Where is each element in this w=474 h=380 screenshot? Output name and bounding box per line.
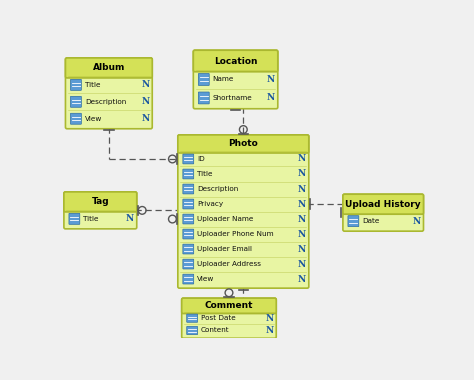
Text: Uploader Phone Num: Uploader Phone Num [197,231,274,237]
Text: N: N [265,314,273,323]
Text: N: N [298,185,306,193]
Text: Name: Name [213,76,234,82]
Text: N: N [141,114,149,123]
Text: View: View [85,116,102,122]
Text: View: View [197,276,214,282]
FancyBboxPatch shape [343,194,423,231]
FancyBboxPatch shape [183,259,194,269]
Text: N: N [298,245,306,253]
Text: Title: Title [85,82,100,88]
Text: Album: Album [92,63,125,73]
FancyBboxPatch shape [183,154,194,164]
FancyBboxPatch shape [69,214,80,224]
FancyBboxPatch shape [198,74,209,86]
Text: ID: ID [197,156,205,162]
Text: Photo: Photo [228,139,258,149]
FancyBboxPatch shape [183,169,194,179]
FancyBboxPatch shape [183,214,194,224]
FancyBboxPatch shape [187,326,198,334]
FancyBboxPatch shape [64,192,137,212]
Text: Tag: Tag [91,198,109,206]
FancyBboxPatch shape [343,194,423,214]
Text: Post Date: Post Date [201,315,236,321]
FancyBboxPatch shape [193,50,278,72]
Text: N: N [298,155,306,163]
Text: Content: Content [201,328,230,334]
FancyBboxPatch shape [71,79,82,90]
FancyBboxPatch shape [71,113,82,124]
Text: N: N [141,97,149,106]
Text: N: N [265,326,273,335]
FancyBboxPatch shape [65,58,152,78]
FancyBboxPatch shape [178,135,309,153]
Text: Date: Date [362,218,380,224]
Text: Comment: Comment [205,301,253,310]
FancyBboxPatch shape [178,135,309,288]
Text: Shortname: Shortname [213,95,253,101]
Text: Title: Title [83,216,99,222]
Text: Upload History: Upload History [346,200,421,209]
Text: N: N [298,215,306,223]
Text: Description: Description [85,99,126,105]
FancyBboxPatch shape [183,244,194,254]
FancyBboxPatch shape [182,298,276,314]
Text: N: N [298,169,306,179]
Text: Description: Description [197,186,238,192]
FancyBboxPatch shape [193,50,278,109]
Text: N: N [267,93,275,103]
Text: N: N [298,260,306,269]
Text: N: N [141,81,149,89]
Text: N: N [298,200,306,209]
Text: Location: Location [214,57,257,65]
FancyBboxPatch shape [183,229,194,239]
Text: N: N [267,75,275,84]
FancyBboxPatch shape [348,216,359,226]
Text: Privacy: Privacy [197,201,223,207]
FancyBboxPatch shape [71,97,82,107]
FancyBboxPatch shape [183,274,194,284]
Text: N: N [298,275,306,283]
FancyBboxPatch shape [64,192,137,229]
FancyBboxPatch shape [183,199,194,209]
Text: N: N [412,217,420,226]
FancyBboxPatch shape [187,314,198,322]
Text: N: N [298,230,306,239]
FancyBboxPatch shape [183,184,194,194]
FancyBboxPatch shape [65,58,152,129]
Text: Uploader Address: Uploader Address [197,261,261,267]
Text: Title: Title [197,171,213,177]
FancyBboxPatch shape [182,298,276,338]
Text: Uploader Name: Uploader Name [197,216,254,222]
Text: N: N [126,214,134,223]
FancyBboxPatch shape [198,92,209,104]
Text: Uploader Email: Uploader Email [197,246,252,252]
